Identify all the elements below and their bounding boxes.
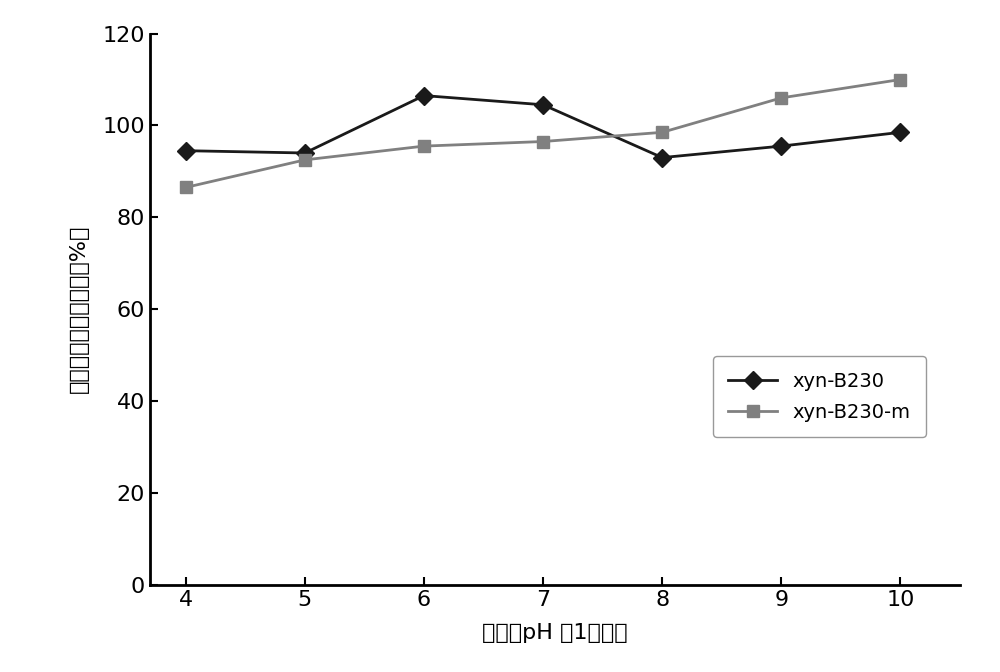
xyn-B230-m <box>180 183 192 192</box>
Line: xyn-B230: xyn-B230 <box>179 89 907 164</box>
xyn-B230-m <box>537 138 549 146</box>
Line: xyn-B230-m: xyn-B230-m <box>179 73 907 194</box>
xyn-B230 <box>656 154 668 162</box>
xyn-B230 <box>180 146 192 155</box>
xyn-B230 <box>894 128 906 136</box>
xyn-B230 <box>537 101 549 109</box>
xyn-B230 <box>299 149 311 157</box>
xyn-B230 <box>775 142 787 150</box>
xyn-B230-m <box>775 94 787 102</box>
xyn-B230-m <box>299 156 311 164</box>
xyn-B230-m <box>656 128 668 136</box>
xyn-B230-m <box>418 142 430 150</box>
xyn-B230-m <box>894 75 906 83</box>
X-axis label: 处理的pH （1小时）: 处理的pH （1小时） <box>482 624 628 643</box>
Y-axis label: 相对的木聚糖酶活性（%）: 相对的木聚糖酶活性（%） <box>69 225 89 393</box>
Legend: xyn-B230, xyn-B230-m: xyn-B230, xyn-B230-m <box>713 356 926 437</box>
xyn-B230 <box>418 91 430 99</box>
